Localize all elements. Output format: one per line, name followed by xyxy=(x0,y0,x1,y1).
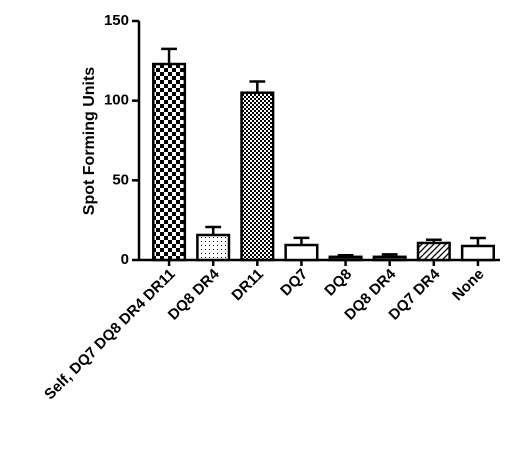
bar xyxy=(240,91,275,262)
y-tick-label: 0 xyxy=(121,251,129,268)
bar xyxy=(372,255,407,262)
y-tick-label: 100 xyxy=(104,92,129,109)
bar xyxy=(284,243,319,262)
bar xyxy=(196,233,231,262)
bar xyxy=(152,62,187,262)
bar xyxy=(328,255,363,262)
x-tick-label: Self, DQ7 DQ8 DR4 DR11 xyxy=(41,266,179,404)
x-tick-label: DR11 xyxy=(228,266,267,305)
bar xyxy=(416,241,451,262)
x-tick-label: DQ8 xyxy=(321,266,355,300)
y-tick-label: 150 xyxy=(104,12,129,29)
y-tick-label: 50 xyxy=(112,171,129,188)
x-tick-label: None xyxy=(449,266,488,305)
y-axis-label: Spot Forming Units xyxy=(81,67,98,216)
x-tick-label: DQ7 xyxy=(277,266,311,300)
bar xyxy=(460,244,495,262)
